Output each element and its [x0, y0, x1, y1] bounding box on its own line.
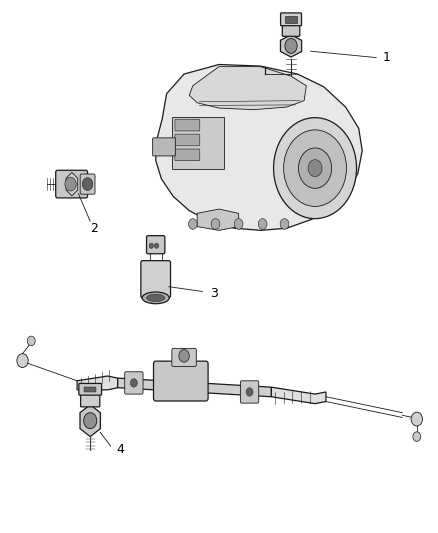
Circle shape	[413, 432, 421, 441]
FancyBboxPatch shape	[285, 16, 297, 23]
Circle shape	[246, 387, 253, 396]
FancyBboxPatch shape	[153, 361, 208, 401]
Circle shape	[211, 219, 220, 229]
Polygon shape	[118, 378, 272, 397]
Circle shape	[285, 38, 297, 53]
Text: 4: 4	[117, 443, 124, 456]
Polygon shape	[280, 35, 302, 57]
Ellipse shape	[142, 292, 169, 304]
Polygon shape	[77, 376, 118, 390]
FancyBboxPatch shape	[175, 149, 200, 161]
FancyBboxPatch shape	[240, 381, 259, 403]
Circle shape	[154, 243, 159, 248]
FancyBboxPatch shape	[175, 119, 200, 131]
FancyBboxPatch shape	[152, 138, 175, 156]
Polygon shape	[155, 64, 362, 230]
Polygon shape	[197, 209, 239, 230]
Circle shape	[411, 412, 423, 426]
Circle shape	[84, 413, 97, 429]
FancyBboxPatch shape	[56, 170, 88, 198]
FancyBboxPatch shape	[141, 261, 170, 298]
Polygon shape	[189, 67, 306, 110]
FancyBboxPatch shape	[175, 134, 200, 146]
Circle shape	[274, 118, 357, 219]
FancyBboxPatch shape	[283, 22, 300, 36]
FancyBboxPatch shape	[281, 13, 301, 26]
FancyBboxPatch shape	[79, 383, 102, 395]
FancyBboxPatch shape	[80, 174, 95, 194]
Circle shape	[258, 219, 267, 229]
Circle shape	[27, 336, 35, 346]
Text: 1: 1	[383, 51, 391, 64]
Circle shape	[298, 148, 332, 188]
Circle shape	[234, 219, 243, 229]
Circle shape	[149, 243, 153, 248]
FancyBboxPatch shape	[81, 391, 100, 407]
Circle shape	[284, 130, 346, 206]
FancyBboxPatch shape	[172, 117, 224, 169]
Polygon shape	[272, 387, 326, 403]
Circle shape	[65, 177, 76, 191]
Circle shape	[280, 219, 289, 229]
Circle shape	[131, 378, 138, 387]
Circle shape	[179, 350, 189, 362]
FancyBboxPatch shape	[125, 372, 143, 394]
Polygon shape	[80, 405, 100, 437]
Circle shape	[17, 354, 28, 368]
Circle shape	[188, 219, 197, 229]
Text: 3: 3	[210, 287, 218, 300]
Ellipse shape	[147, 294, 165, 302]
FancyBboxPatch shape	[172, 349, 196, 367]
Polygon shape	[66, 172, 78, 196]
Text: 2: 2	[90, 222, 98, 235]
Circle shape	[82, 177, 93, 190]
Circle shape	[308, 160, 322, 176]
FancyBboxPatch shape	[147, 236, 165, 254]
FancyBboxPatch shape	[84, 386, 96, 392]
